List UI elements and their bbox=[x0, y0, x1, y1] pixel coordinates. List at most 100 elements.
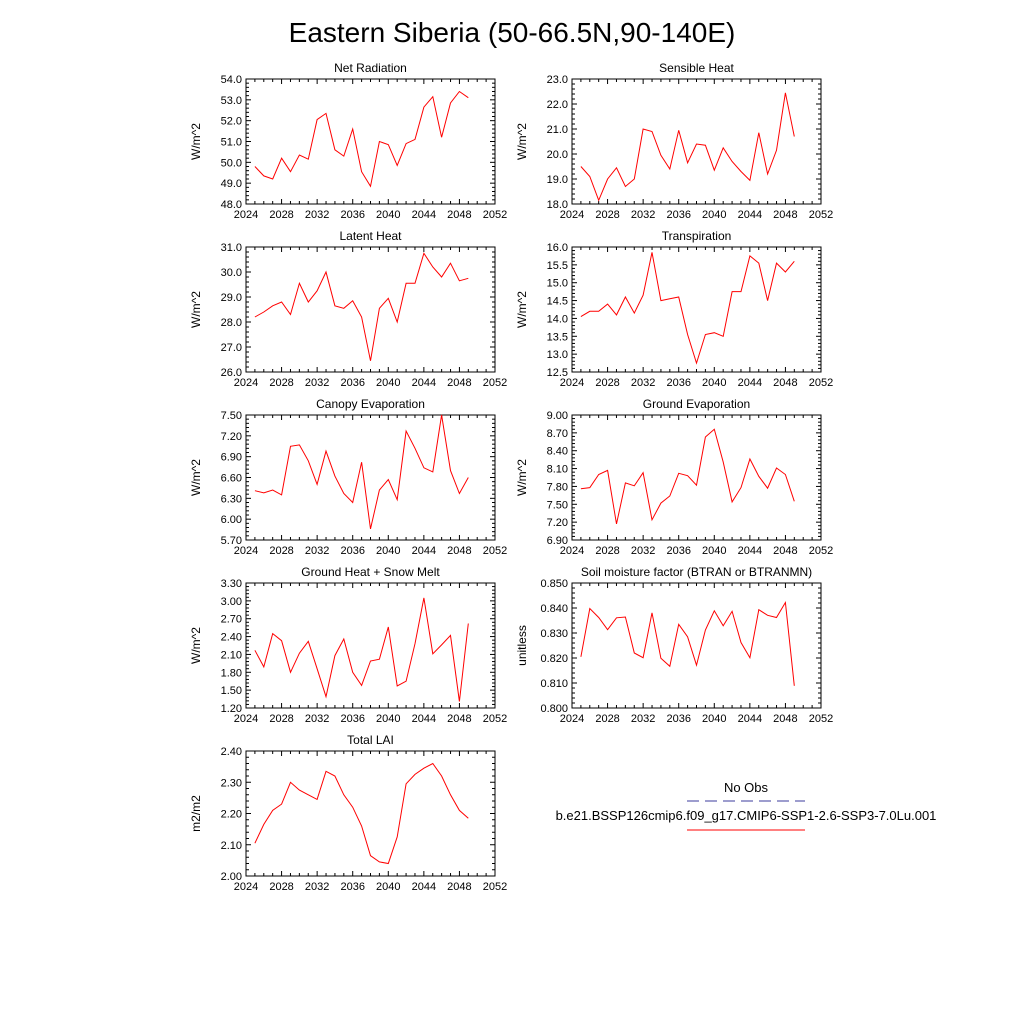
x-tick-label: 2028 bbox=[269, 881, 293, 893]
panel-title: Canopy Evaporation bbox=[316, 397, 425, 411]
y-tick-label: 16.0 bbox=[547, 242, 568, 254]
x-tick-label: 2048 bbox=[773, 209, 797, 221]
y-tick-label: 18.0 bbox=[547, 199, 568, 211]
x-tick-label: 2040 bbox=[376, 881, 400, 893]
x-tick-label: 2032 bbox=[305, 881, 329, 893]
y-tick-label: 26.0 bbox=[221, 367, 242, 379]
y-tick-label: 2.20 bbox=[221, 809, 242, 821]
y-axis-label: W/m^2 bbox=[189, 459, 203, 496]
legend-obs-label: No Obs bbox=[724, 780, 769, 795]
y-tick-label: 15.0 bbox=[547, 278, 568, 290]
y-tick-label: 29.0 bbox=[221, 292, 242, 304]
y-tick-label: 0.830 bbox=[540, 628, 568, 640]
y-tick-label: 14.0 bbox=[547, 313, 568, 325]
y-tick-label: 21.0 bbox=[547, 124, 568, 136]
x-tick-label: 2024 bbox=[234, 881, 258, 893]
x-tick-label: 2028 bbox=[595, 713, 619, 725]
series-line-1 bbox=[580, 92, 795, 202]
y-tick-label: 1.80 bbox=[221, 667, 242, 679]
y-axis-label: W/m^2 bbox=[189, 291, 203, 328]
x-tick-label: 2048 bbox=[773, 377, 797, 389]
panel-title: Soil moisture factor (BTRAN or BTRANMN) bbox=[581, 565, 812, 579]
x-tick-label: 2036 bbox=[666, 713, 690, 725]
y-tick-label: 14.5 bbox=[547, 296, 568, 308]
x-tick-label: 2052 bbox=[483, 209, 507, 221]
y-axis-label: W/m^2 bbox=[189, 627, 203, 664]
y-tick-label: 23.0 bbox=[547, 74, 568, 86]
series-line-1 bbox=[254, 414, 469, 530]
x-tick-label: 2028 bbox=[595, 377, 619, 389]
y-tick-label: 7.20 bbox=[221, 431, 242, 443]
x-tick-label: 2040 bbox=[376, 209, 400, 221]
x-tick-label: 2024 bbox=[560, 209, 584, 221]
y-tick-label: 3.00 bbox=[221, 596, 242, 608]
y-tick-label: 2.70 bbox=[221, 614, 242, 626]
y-tick-label: 6.90 bbox=[221, 452, 242, 464]
y-tick-label: 7.50 bbox=[221, 410, 242, 422]
x-tick-label: 2048 bbox=[773, 713, 797, 725]
x-tick-label: 2036 bbox=[340, 545, 364, 557]
x-tick-label: 2036 bbox=[340, 209, 364, 221]
y-tick-label: 8.70 bbox=[547, 428, 568, 440]
x-tick-label: 2040 bbox=[702, 545, 726, 557]
y-tick-label: 2.40 bbox=[221, 632, 242, 644]
plot-frame bbox=[571, 246, 822, 373]
y-tick-label: 30.0 bbox=[221, 267, 242, 279]
x-tick-label: 2044 bbox=[412, 209, 436, 221]
legend-model-label: b.e21.BSSP126cmip6.f09_g17.CMIP6-SSP1-2.… bbox=[556, 808, 937, 823]
x-tick-label: 2044 bbox=[412, 545, 436, 557]
y-tick-label: 2.00 bbox=[221, 871, 242, 883]
y-tick-label: 1.20 bbox=[221, 703, 242, 715]
panel-title: Sensible Heat bbox=[659, 61, 734, 75]
x-tick-label: 2028 bbox=[269, 713, 293, 725]
y-axis-label: m2/m2 bbox=[189, 795, 203, 832]
y-tick-label: 0.820 bbox=[540, 653, 568, 665]
y-tick-label: 15.5 bbox=[547, 260, 568, 272]
series-line-1 bbox=[254, 90, 469, 188]
x-tick-label: 2040 bbox=[376, 713, 400, 725]
x-tick-label: 2024 bbox=[234, 713, 258, 725]
y-axis-label: W/m^2 bbox=[515, 123, 529, 160]
x-tick-label: 2048 bbox=[447, 545, 471, 557]
x-tick-label: 2032 bbox=[631, 545, 655, 557]
series-line-1 bbox=[580, 428, 795, 525]
x-tick-label: 2024 bbox=[234, 545, 258, 557]
y-tick-label: 3.30 bbox=[221, 578, 242, 590]
chart-panel-5: Canopy Evaporation 2024 2028 2032 2036 2040 20… bbox=[189, 397, 507, 557]
plot-frame bbox=[245, 414, 496, 541]
y-tick-label: 53.0 bbox=[221, 95, 242, 107]
y-tick-label: 6.30 bbox=[221, 493, 242, 505]
panel-title: Ground Heat + Snow Melt bbox=[301, 565, 440, 579]
x-tick-label: 2040 bbox=[376, 545, 400, 557]
y-tick-label: 8.40 bbox=[547, 446, 568, 458]
x-tick-label: 2024 bbox=[560, 713, 584, 725]
panel-title: Transpiration bbox=[662, 229, 732, 243]
x-tick-label: 2048 bbox=[447, 881, 471, 893]
y-tick-label: 0.810 bbox=[540, 678, 568, 690]
x-tick-label: 2028 bbox=[269, 209, 293, 221]
x-tick-label: 2044 bbox=[412, 881, 436, 893]
x-tick-label: 2052 bbox=[483, 881, 507, 893]
x-tick-label: 2052 bbox=[483, 545, 507, 557]
y-tick-label: 50.0 bbox=[221, 157, 242, 169]
y-tick-label: 54.0 bbox=[221, 74, 242, 86]
x-tick-label: 2048 bbox=[447, 713, 471, 725]
plot-frame bbox=[571, 78, 822, 205]
x-tick-label: 2052 bbox=[809, 545, 833, 557]
y-tick-label: 2.10 bbox=[221, 840, 242, 852]
y-tick-label: 7.50 bbox=[547, 499, 568, 511]
y-axis-label: W/m^2 bbox=[515, 459, 529, 496]
y-tick-label: 49.0 bbox=[221, 178, 242, 190]
x-tick-label: 2048 bbox=[447, 209, 471, 221]
x-tick-label: 2052 bbox=[483, 713, 507, 725]
y-tick-label: 6.60 bbox=[221, 473, 242, 485]
page-title: Eastern Siberia (50-66.5N,90-140E) bbox=[289, 17, 736, 48]
x-tick-label: 2040 bbox=[702, 713, 726, 725]
x-tick-label: 2028 bbox=[269, 545, 293, 557]
y-tick-label: 5.70 bbox=[221, 535, 242, 547]
chart-panel-9: Total LAI 2024 2028 2032 2036 2040 2044 2048 205… bbox=[189, 733, 507, 893]
series-line-1 bbox=[580, 600, 795, 686]
x-tick-label: 2044 bbox=[738, 545, 762, 557]
x-tick-label: 2036 bbox=[666, 545, 690, 557]
